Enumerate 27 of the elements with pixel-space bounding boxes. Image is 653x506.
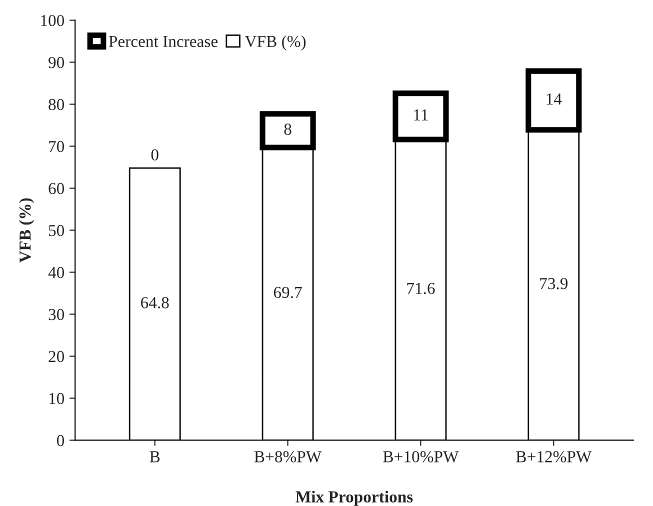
y-tick-label: 30	[48, 308, 64, 320]
x-tick-label: B+8%PW	[254, 451, 322, 462]
y-tick-label: 60	[48, 182, 64, 194]
legend-label: VFB (%)	[244, 35, 306, 50]
y-tick-label: 40	[48, 266, 64, 278]
data-label: 11	[414, 109, 428, 120]
y-axis-title: VFB (%)	[19, 198, 34, 263]
y-tick-label: 90	[48, 56, 64, 68]
data-label: 71.6	[407, 282, 435, 294]
x-tick-label: B+12%PW	[516, 451, 592, 462]
y-tick-label: 80	[48, 98, 64, 110]
x-tick-label: B+10%PW	[383, 451, 459, 462]
data-label: 0	[151, 149, 158, 160]
data-label: 8	[284, 124, 292, 135]
y-tick-label: 10	[49, 392, 64, 404]
y-tick-label: 50	[48, 224, 64, 236]
legend-label: Percent Increase	[108, 36, 218, 48]
data-label: 14	[546, 93, 562, 104]
x-axis-title: Mix Proportions	[296, 490, 413, 506]
y-tick-label: 100	[41, 14, 64, 26]
data-label: 64.8	[140, 297, 169, 308]
x-tick-label: B	[150, 451, 160, 462]
y-tick-label: 70	[49, 140, 64, 152]
data-label: 69.7	[274, 286, 302, 298]
data-label: 73.9	[540, 278, 568, 290]
y-tick-label: 20	[48, 350, 64, 362]
y-tick-label: 0	[56, 434, 64, 446]
